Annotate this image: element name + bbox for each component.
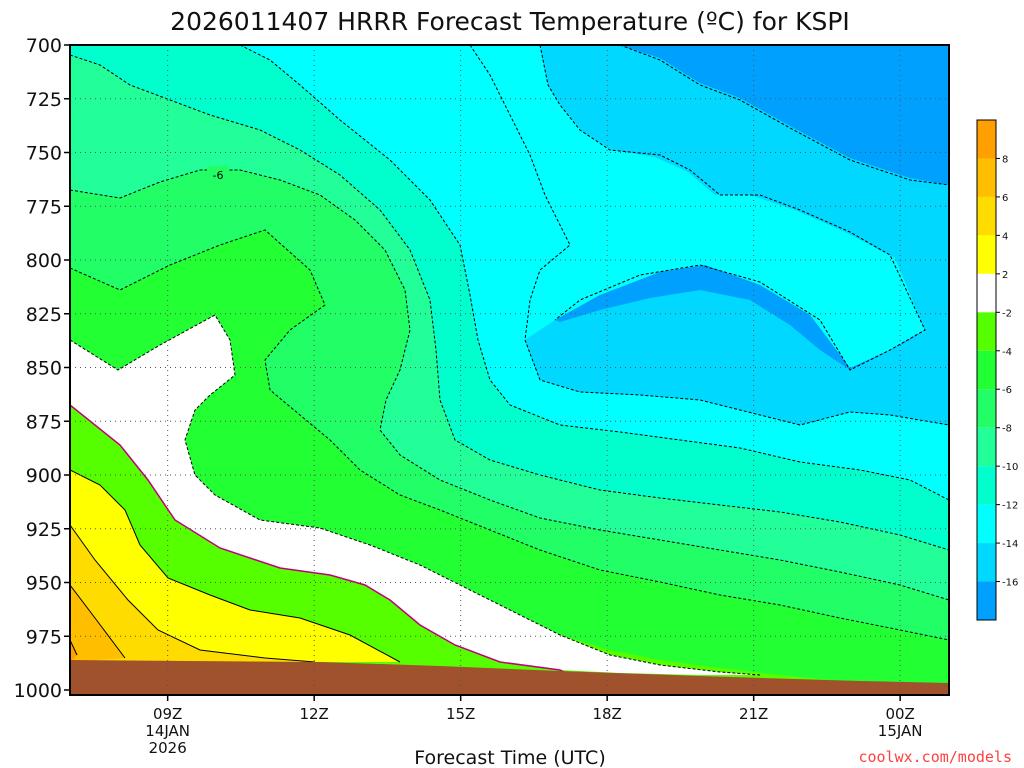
contour-label-bg	[207, 166, 229, 182]
colorbar-swatch	[977, 312, 996, 351]
colorbar-label: -16	[1002, 578, 1018, 589]
colorbar-label: 6	[1002, 193, 1008, 204]
colorbar-label: -6	[1002, 385, 1012, 396]
x-tick-label: 12Z	[299, 705, 328, 723]
colorbar-label: -4	[1002, 347, 1012, 358]
band-minus-10	[70, 45, 949, 550]
y-tick-label: 700	[26, 35, 62, 57]
colorbar: 8 6 4 2 -2 -4 -6 -8 -10 -12 -14 -16	[976, 119, 1018, 621]
y-tick-label: 800	[26, 250, 62, 272]
colorbar-label: -12	[1002, 501, 1018, 512]
y-tick-label: 875	[26, 411, 62, 433]
colorbar-swatch	[977, 158, 996, 197]
band-minus-6	[70, 170, 949, 640]
colorbar-swatch	[977, 427, 996, 467]
band-minus-2	[70, 315, 949, 690]
y-tick-label: 850	[26, 358, 62, 380]
colorbar-label: -8	[1002, 424, 1012, 435]
band-8-to-10	[70, 640, 77, 662]
colorbar-swatch	[977, 196, 996, 236]
y-axis: 700 725 750 775 800 825 850 875 900 925 950 975 1000	[14, 35, 70, 702]
y-tick-label: 750	[26, 143, 62, 165]
x-tick-label: 15Z	[446, 705, 475, 723]
y-tick-label: 775	[26, 196, 62, 218]
colorbar-frame	[976, 119, 997, 621]
x-tick-label: 21Z	[739, 705, 768, 723]
band-minus-16-corner	[590, 45, 949, 185]
colorbar-swatch	[977, 543, 996, 582]
y-tick-label: 1000	[14, 680, 62, 702]
colorbar-label: -14	[1002, 539, 1018, 550]
contour-lines-negative	[70, 45, 949, 676]
y-tick-label: 825	[26, 304, 62, 326]
colorbar-label: -2	[1002, 308, 1012, 319]
colorbar-label: 2	[1002, 270, 1008, 281]
colorbar-swatch	[977, 504, 996, 544]
x-tick-date: 14JAN	[145, 722, 190, 740]
x-tick-label: 09Z	[153, 705, 182, 723]
band-4-to-6	[70, 525, 315, 662]
colorbar-swatch	[977, 350, 996, 390]
band-minus-16-lobe	[555, 265, 925, 370]
band-6-to-8	[70, 585, 125, 662]
colorbar-swatch	[977, 235, 996, 274]
contour-lines-positive	[70, 404, 571, 676]
colorbar-swatch	[977, 120, 996, 159]
contour-field	[70, 45, 949, 695]
colorbar-label: 8	[1002, 154, 1008, 165]
x-tick-label: 00Z	[885, 705, 914, 723]
band-2-to-4	[70, 470, 400, 662]
x-tick-year: 2026	[149, 739, 187, 757]
credit-text: coolwx.com/models	[858, 748, 1012, 766]
y-tick-label: 900	[26, 465, 62, 487]
contour-label: -6	[213, 169, 224, 182]
colorbar-swatch	[977, 466, 996, 505]
colorbar-swatch	[977, 581, 996, 620]
y-tick-label: 925	[26, 519, 62, 541]
colorbar-swatch	[977, 273, 996, 313]
x-tick-date: 15JAN	[878, 722, 923, 740]
y-tick-label: 975	[26, 626, 62, 648]
y-tick-label: 950	[26, 573, 62, 595]
band-minus-12	[70, 45, 949, 500]
band-minus-8	[70, 55, 949, 600]
plot-frame	[69, 44, 950, 696]
terrain	[70, 660, 949, 695]
chart-title: 2026011407 HRRR Forecast Temperature (ºC…	[170, 7, 850, 36]
x-tick-label: 18Z	[592, 705, 621, 723]
colorbar-swatch	[977, 389, 996, 428]
colorbar-label: -10	[1002, 462, 1018, 473]
colorbar-label: 4	[1002, 231, 1008, 242]
grid-lines	[70, 45, 949, 695]
x-axis-label: Forecast Time (UTC)	[414, 747, 605, 768]
band-minus-2-to-2	[70, 315, 760, 675]
y-tick-label: 725	[26, 89, 62, 111]
